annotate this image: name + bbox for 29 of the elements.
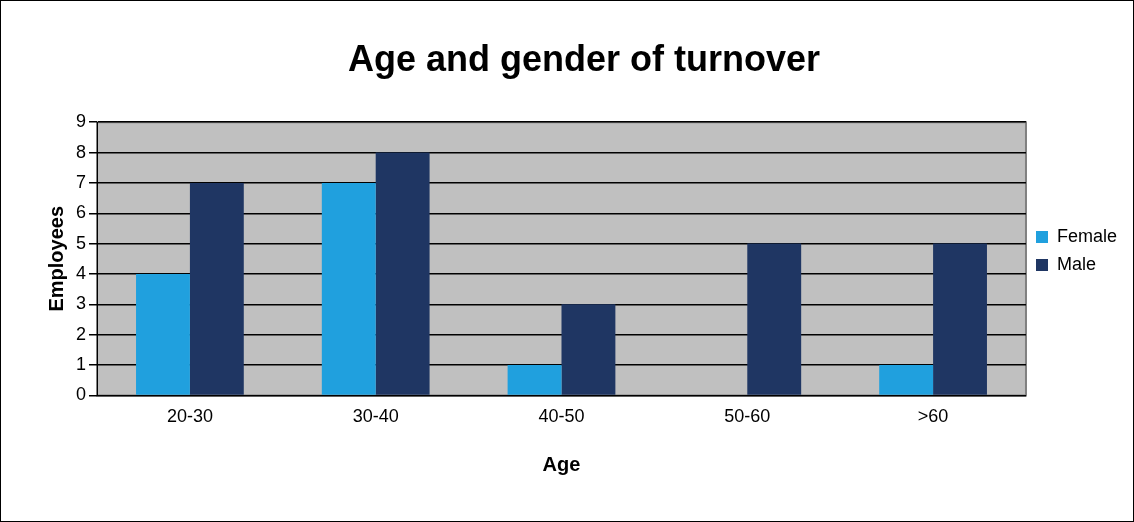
bar (879, 365, 934, 395)
y-tick-label: 2 (76, 323, 87, 344)
bar (933, 243, 987, 395)
chart-title: Age and gender of turnover (347, 37, 821, 79)
bar (136, 273, 190, 395)
x-tick-label: 40-50 (538, 406, 585, 427)
y-axis-title: Employees (44, 206, 67, 312)
x-tick-label: 50-60 (724, 406, 771, 427)
bar (747, 243, 802, 395)
bar (561, 304, 616, 395)
y-tick-label: 5 (76, 232, 87, 253)
y-tick-label: 1 (76, 354, 87, 375)
y-tick-label: 3 (76, 293, 87, 314)
y-tick-label: 6 (76, 202, 87, 223)
x-axis-title: Age (542, 452, 581, 475)
bar (375, 152, 430, 395)
x-tick-label: >60 (917, 406, 949, 427)
bar (507, 365, 562, 395)
legend-label: Male (1056, 253, 1096, 274)
x-tick-label: 30-40 (352, 406, 399, 427)
y-tick-label: 7 (76, 171, 87, 192)
bar (189, 182, 244, 395)
legend-label: Female (1056, 225, 1118, 246)
x-tick-label: 20-30 (166, 406, 213, 427)
bar (321, 182, 376, 395)
y-tick-label: 9 (76, 111, 87, 132)
y-tick-label: 0 (76, 384, 87, 405)
y-tick-label: 4 (76, 262, 87, 283)
y-tick-label: 8 (76, 141, 87, 162)
